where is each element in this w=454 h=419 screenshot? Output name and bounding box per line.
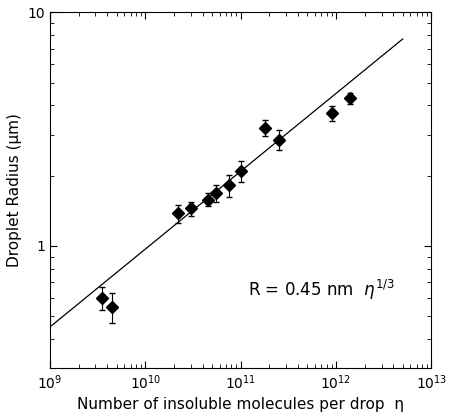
X-axis label: Number of insoluble molecules per drop  η: Number of insoluble molecules per drop η bbox=[77, 397, 404, 412]
Text: R = 0.45 nm  $\eta^{1/3}$: R = 0.45 nm $\eta^{1/3}$ bbox=[248, 278, 395, 302]
Y-axis label: Droplet Radius (μm): Droplet Radius (μm) bbox=[7, 113, 22, 267]
